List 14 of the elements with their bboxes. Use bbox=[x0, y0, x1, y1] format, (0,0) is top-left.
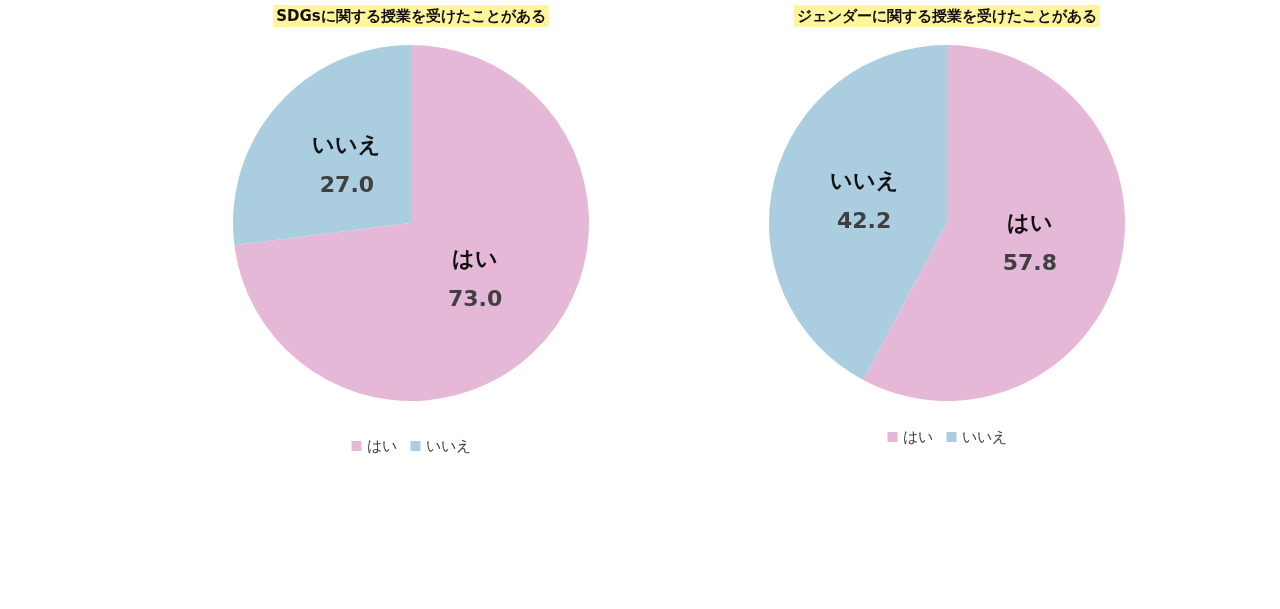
legend-label: いいえ bbox=[961, 428, 1007, 446]
legend-label: はい bbox=[902, 428, 933, 446]
slice-label: いいえ bbox=[312, 132, 382, 158]
chart-title: SDGsに関する授業を受けたことがある bbox=[276, 7, 546, 25]
legend-label: いいえ bbox=[425, 437, 471, 455]
data-label: 27.0 bbox=[319, 172, 375, 198]
data-label: 42.2 bbox=[836, 208, 892, 234]
slice-label: はい bbox=[1006, 209, 1053, 235]
data-label: 57.8 bbox=[1002, 249, 1058, 275]
legend-label: はい bbox=[366, 437, 397, 455]
chart-title: ジェンダーに関する授業を受けたことがある bbox=[797, 7, 1097, 25]
data-label: 73.0 bbox=[447, 285, 503, 311]
slice-label: はい bbox=[452, 245, 499, 271]
slice-label: いいえ bbox=[829, 168, 899, 194]
